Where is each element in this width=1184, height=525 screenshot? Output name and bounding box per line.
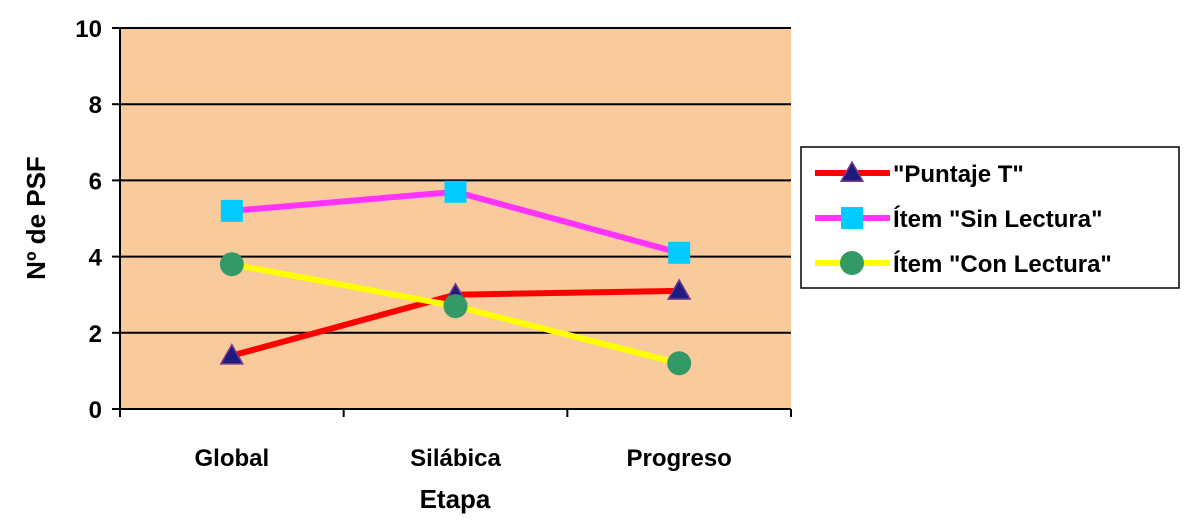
plot-background — [120, 28, 791, 409]
legend: "Puntaje T" Ítem "Sin Lectura" Ítem "Con L… — [800, 146, 1180, 289]
y-tick-labels: 0 2 4 6 8 10 — [75, 16, 102, 424]
y-tick-label: 4 — [89, 245, 103, 272]
data-point — [668, 241, 691, 264]
y-tick-label: 8 — [89, 92, 102, 119]
data-point — [220, 199, 243, 222]
legend-marker — [841, 207, 863, 229]
data-point — [667, 351, 692, 376]
legend-label: "Puntaje T" — [893, 161, 1024, 188]
legend-label: Ítem "Sin Lectura" — [893, 205, 1102, 233]
data-point — [666, 278, 692, 300]
data-point — [443, 294, 468, 319]
data-point — [444, 180, 467, 203]
y-axis-title: Nº de PSF — [21, 156, 51, 280]
series-group — [219, 180, 692, 376]
axes — [112, 27, 792, 417]
y-tick-label: 0 — [89, 397, 102, 424]
y-tick-label: 2 — [89, 321, 102, 348]
legend-label: Ítem "Con Lectura" — [893, 250, 1112, 278]
legend-marker — [839, 160, 865, 182]
x-tick-label: Silábica — [410, 445, 501, 472]
y-tick-label: 10 — [75, 16, 102, 43]
x-tick-labels: Global Silábica Progreso — [194, 445, 731, 472]
data-point — [219, 343, 245, 365]
x-tick-label: Global — [194, 445, 269, 472]
y-tick-label: 6 — [89, 168, 102, 195]
x-axis-title: Etapa — [420, 484, 491, 514]
legend-marker — [840, 251, 864, 275]
x-tick-label: Progreso — [626, 445, 731, 472]
data-point — [219, 252, 244, 277]
